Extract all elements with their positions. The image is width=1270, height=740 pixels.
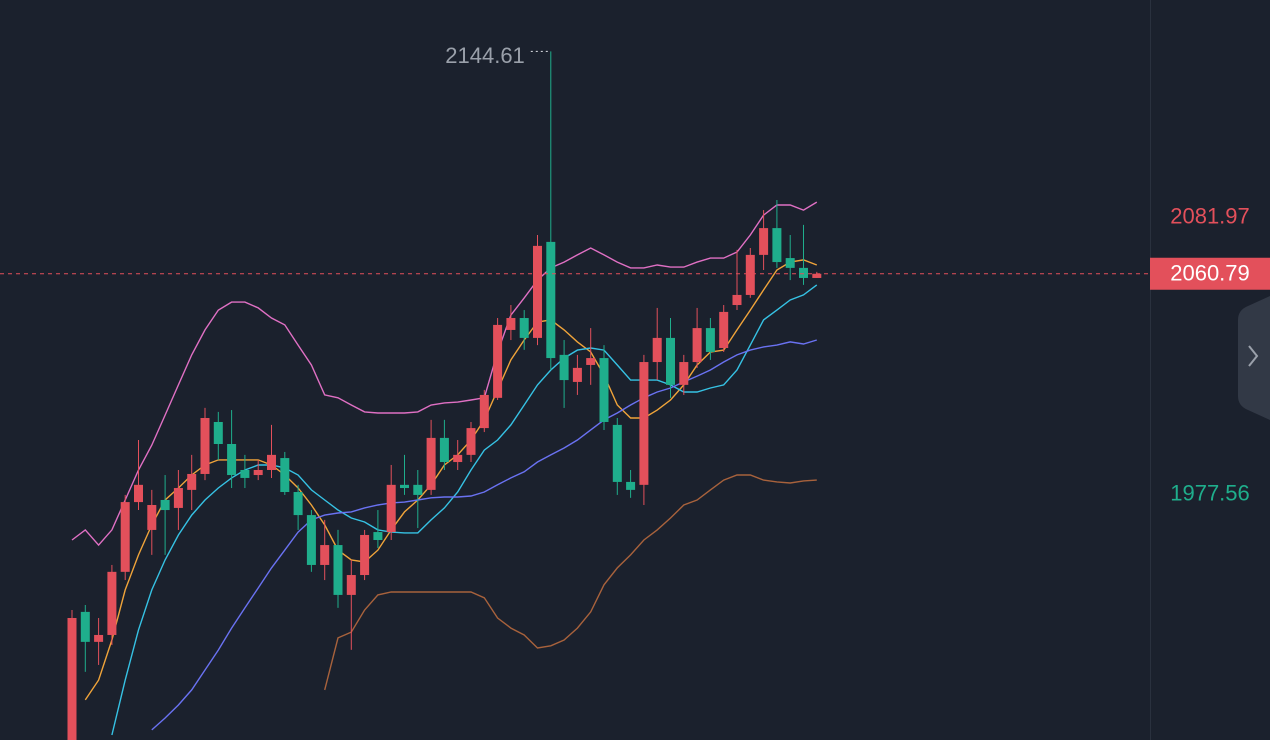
candle-body bbox=[306, 515, 316, 565]
candle-body bbox=[280, 458, 290, 493]
candle-body bbox=[785, 258, 795, 268]
candle-body bbox=[599, 358, 609, 422]
candle-body bbox=[533, 245, 542, 338]
candle-body bbox=[479, 394, 489, 429]
high-label: 2144.61 bbox=[445, 43, 525, 68]
indicator-line bbox=[111, 284, 818, 736]
candle-body bbox=[333, 545, 343, 595]
candle-body bbox=[200, 418, 210, 474]
candle-body bbox=[160, 499, 170, 511]
expand-tab[interactable] bbox=[1238, 296, 1270, 420]
candle-body bbox=[134, 484, 143, 503]
candle-body bbox=[799, 267, 808, 278]
indicator-line bbox=[71, 201, 818, 547]
candle-body bbox=[213, 421, 223, 444]
candle-body bbox=[572, 367, 582, 382]
candle-body bbox=[812, 273, 822, 278]
indicator-line bbox=[151, 339, 818, 731]
candle-body bbox=[666, 337, 675, 385]
candle-body bbox=[173, 488, 183, 508]
candle-body bbox=[519, 318, 529, 338]
indicator-line bbox=[324, 474, 817, 691]
candle-body bbox=[705, 328, 715, 352]
candle-body bbox=[719, 311, 729, 348]
candle-body bbox=[559, 354, 569, 381]
candle-body bbox=[426, 437, 436, 490]
price-label: 2081.97 bbox=[1170, 203, 1250, 228]
last-price-label: 2060.79 bbox=[1170, 261, 1250, 286]
candle-body bbox=[546, 241, 556, 359]
candle-body bbox=[466, 428, 476, 455]
last-price-tag bbox=[1150, 257, 1270, 290]
candle-body bbox=[227, 444, 237, 476]
candle-body bbox=[692, 328, 702, 363]
candle-body bbox=[320, 545, 330, 565]
candle-body bbox=[293, 492, 303, 516]
candle-body bbox=[626, 481, 636, 490]
candle-body bbox=[267, 454, 276, 470]
candle-body bbox=[652, 337, 662, 363]
plot-area: 2144.61 2060.79 2081.97 1977.56 bbox=[0, 43, 1270, 740]
candle-body bbox=[586, 358, 596, 365]
candle-body bbox=[94, 634, 104, 642]
candle-body bbox=[147, 505, 157, 530]
candle-body bbox=[107, 571, 117, 635]
candle-body bbox=[67, 617, 77, 740]
candle-body bbox=[80, 611, 90, 642]
candle-body bbox=[493, 324, 503, 398]
candle-body bbox=[732, 294, 742, 306]
candle-body bbox=[346, 575, 356, 595]
candle-body bbox=[373, 532, 383, 541]
candle-body bbox=[772, 228, 782, 263]
candle-body bbox=[187, 473, 197, 490]
candle-body bbox=[745, 254, 755, 295]
candle-body bbox=[120, 502, 130, 572]
candle-body bbox=[612, 424, 622, 482]
candle-body bbox=[386, 484, 396, 533]
expand-arrow[interactable] bbox=[1248, 345, 1259, 367]
candle-body bbox=[453, 454, 463, 463]
candle-body bbox=[439, 437, 449, 463]
candle-body bbox=[639, 362, 649, 485]
candle-body bbox=[506, 318, 516, 330]
candle-body bbox=[679, 362, 689, 385]
candle-body bbox=[360, 534, 370, 576]
price-label: 1977.56 bbox=[1170, 480, 1250, 505]
candle-body bbox=[759, 228, 769, 255]
candle-body bbox=[413, 484, 423, 495]
candle-body bbox=[400, 484, 409, 489]
candle-body bbox=[253, 469, 263, 476]
candle-body bbox=[240, 469, 250, 478]
